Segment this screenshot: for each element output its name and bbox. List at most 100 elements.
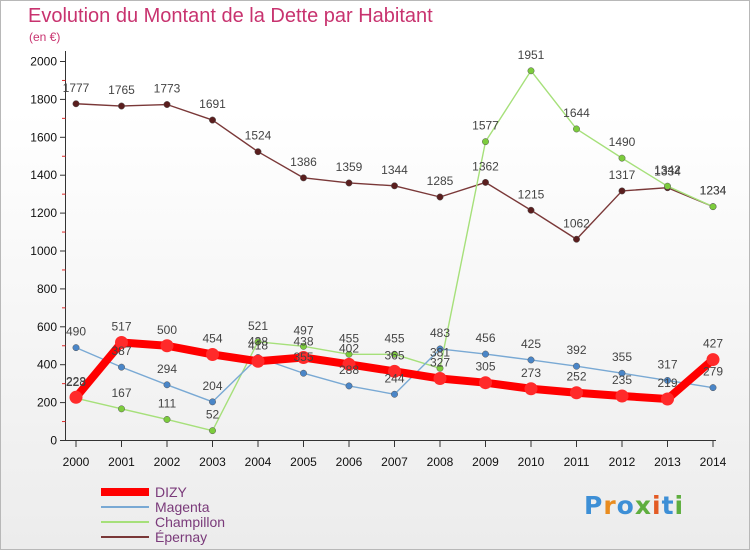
y-tick-label: 600 — [37, 320, 57, 334]
data-label-pernay: 1215 — [518, 187, 545, 201]
data-label-magenta: 456 — [475, 331, 495, 345]
data-point-champillon — [664, 182, 671, 190]
data-label-magenta: 317 — [657, 357, 677, 371]
data-point-magenta — [163, 381, 171, 389]
data-point-pernay — [618, 187, 626, 195]
data-point-champillon — [482, 138, 489, 146]
y-tick-label: 1000 — [30, 244, 57, 258]
data-point-magenta — [527, 356, 535, 364]
data-point-champillon — [709, 203, 717, 211]
data-point-dizy — [524, 382, 538, 396]
data-point-champillon — [254, 338, 262, 346]
data-point-pernay — [573, 235, 580, 243]
data-point-magenta — [300, 369, 307, 377]
data-point-pernay — [482, 178, 489, 186]
x-tick-label: 2004 — [245, 455, 272, 469]
data-label-magenta: 392 — [566, 343, 586, 357]
data-label-magenta: 425 — [521, 337, 541, 351]
data-point-champillon — [300, 342, 307, 350]
y-tick-label: 1200 — [30, 206, 57, 220]
data-point-magenta — [709, 384, 717, 392]
data-point-pernay — [72, 100, 80, 108]
data-label-pernay: 1765 — [108, 83, 135, 97]
data-point-dizy — [69, 390, 83, 404]
data-label-magenta: 244 — [384, 371, 404, 385]
data-label-magenta: 288 — [339, 363, 359, 377]
data-point-dizy — [615, 389, 629, 403]
data-point-magenta — [209, 398, 216, 406]
x-tick-label: 2010 — [518, 455, 545, 469]
data-label-champillon: 223 — [66, 375, 86, 389]
data-label-champillon: 381 — [430, 345, 450, 359]
data-label-champillon: 1951 — [518, 48, 545, 62]
data-label-champillon: 167 — [111, 386, 131, 400]
data-label-pernay: 1334 — [654, 165, 681, 179]
data-point-pernay — [118, 102, 125, 110]
y-tick-label: 400 — [37, 358, 57, 372]
data-label-champillon: 52 — [206, 408, 220, 422]
data-point-dizy — [479, 376, 492, 390]
data-label-champillon: 455 — [339, 331, 359, 345]
data-label-dizy: 454 — [202, 331, 222, 345]
y-tick-label: 200 — [37, 396, 57, 410]
data-point-pernay — [527, 206, 535, 214]
data-label-magenta: 204 — [202, 379, 222, 393]
y-tick-label: 1400 — [30, 168, 57, 182]
data-label-dizy: 418 — [248, 338, 268, 352]
data-point-dizy — [297, 350, 310, 364]
data-label-magenta: 387 — [111, 344, 131, 358]
data-point-dizy — [706, 353, 720, 367]
data-point-magenta — [573, 362, 580, 370]
data-point-dizy — [115, 336, 128, 350]
data-point-pernay — [254, 148, 262, 156]
chart-title: Evolution du Montant de la Dette par Hab… — [28, 5, 433, 27]
data-point-magenta — [118, 363, 125, 371]
data-point-pernay — [209, 116, 216, 124]
y-tick-label: 800 — [37, 282, 57, 296]
x-tick-label: 2001 — [108, 455, 135, 469]
data-point-dizy — [661, 392, 674, 406]
data-point-champillon — [391, 350, 398, 358]
data-point-dizy — [570, 386, 583, 400]
data-point-champillon — [118, 405, 125, 413]
data-label-dizy: 252 — [566, 370, 586, 384]
data-label-champillon: 497 — [293, 323, 313, 337]
y-tick-label: 2000 — [30, 55, 57, 69]
data-point-champillon — [209, 427, 216, 435]
data-label-champillon: 1644 — [563, 106, 590, 120]
data-point-pernay — [163, 101, 171, 108]
data-point-magenta — [618, 369, 626, 377]
proxiti-logo: Proxiti — [584, 491, 685, 520]
data-label-dizy: 427 — [703, 337, 723, 351]
data-point-magenta — [391, 390, 398, 398]
data-point-champillon — [163, 416, 171, 423]
data-point-pernay — [391, 182, 398, 190]
x-tick-label: 2012 — [609, 455, 636, 469]
data-label-champillon: 1342 — [654, 163, 681, 177]
x-tick-label: 2007 — [381, 455, 408, 469]
x-tick-label: 2013 — [654, 455, 681, 469]
data-label-dizy: 235 — [612, 373, 632, 387]
data-label-pernay: 1317 — [609, 168, 636, 182]
data-point-pernay — [300, 174, 307, 182]
data-label-dizy: 228 — [66, 374, 86, 388]
x-tick-label: 2003 — [199, 455, 226, 469]
data-point-dizy — [206, 347, 219, 361]
data-point-magenta — [345, 382, 353, 390]
data-point-dizy — [251, 354, 265, 368]
data-label-magenta: 355 — [293, 350, 313, 364]
data-label-dizy: 517 — [111, 320, 131, 334]
data-point-magenta — [72, 344, 80, 352]
data-point-magenta — [482, 350, 489, 358]
x-tick-label: 2005 — [290, 455, 317, 469]
chart-subtitle: (en €) — [29, 30, 61, 44]
data-label-pernay: 1777 — [63, 81, 90, 95]
data-label-champillon: 111 — [158, 396, 177, 410]
data-label-dizy: 305 — [475, 360, 495, 374]
data-label-dizy: 219 — [657, 376, 677, 390]
data-label-pernay: 1386 — [290, 155, 317, 169]
data-label-dizy: 365 — [384, 348, 404, 362]
data-label-magenta: 483 — [430, 326, 450, 340]
